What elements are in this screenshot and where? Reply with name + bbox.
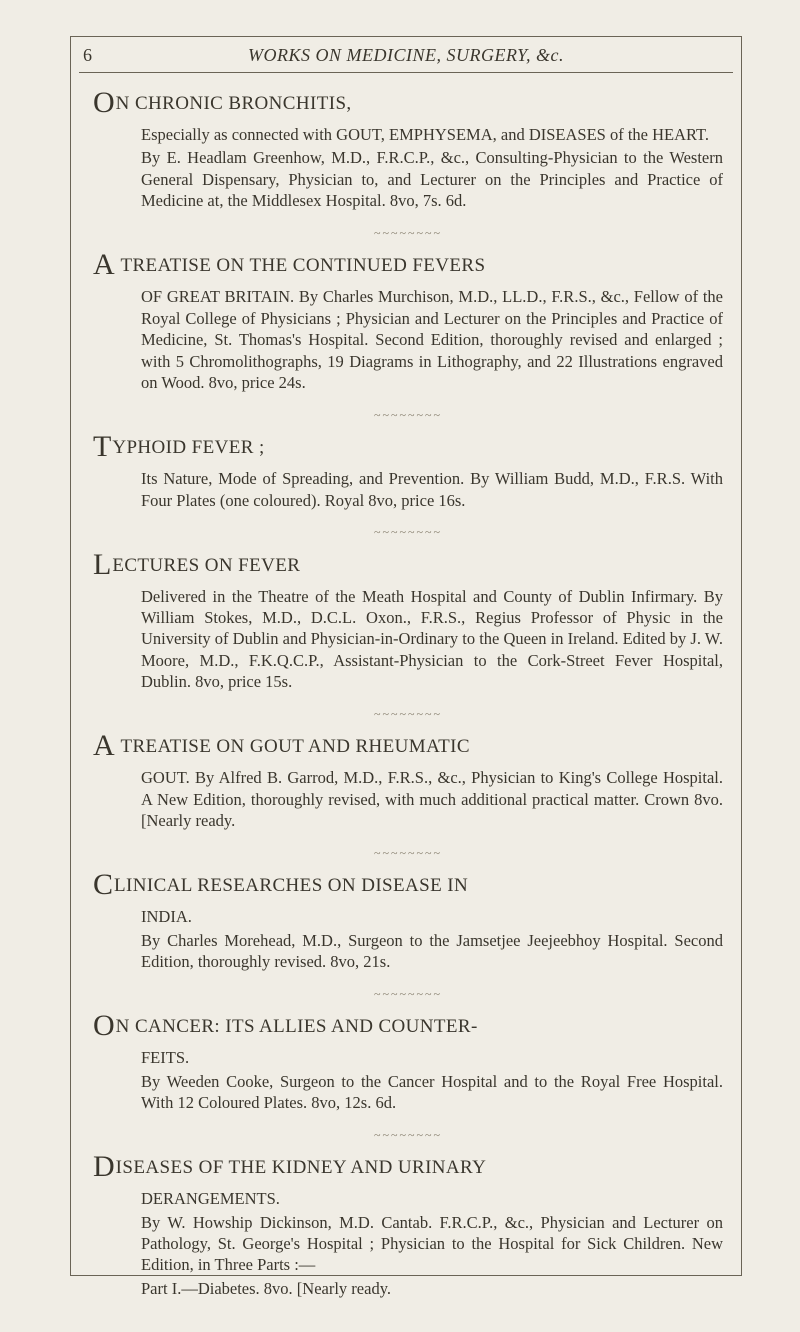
dropcap: C: [93, 868, 114, 901]
running-title: WORKS ON MEDICINE, SURGERY, &c.: [113, 45, 699, 66]
entry-body-line: By W. Howship Dickinson, M.D. Cantab. F.…: [141, 1212, 723, 1276]
dropcap: L: [93, 548, 112, 581]
entry-body-line: DERANGEMENTS.: [141, 1188, 723, 1209]
catalog-entry: ON CHRONIC BRONCHITIS,Especially as conn…: [93, 83, 723, 212]
entry-body-line: Especially as connected with GOUT, EMPHY…: [141, 124, 723, 145]
entry-heading: DISEASES OF THE KIDNEY AND URINARY: [125, 1147, 723, 1186]
entry-heading: ON CHRONIC BRONCHITIS,: [125, 83, 723, 122]
entry-body-line: INDIA.: [141, 906, 723, 927]
entry-body-line: GOUT. By Alfred B. Garrod, M.D., F.R.S.,…: [141, 767, 723, 831]
entry-title: N CHRONIC BRONCHITIS,: [116, 93, 352, 114]
page-frame: 6 WORKS ON MEDICINE, SURGERY, &c. ON CHR…: [70, 36, 742, 1276]
header-rule: [79, 72, 733, 73]
entry-separator: ~~~~~~~~: [93, 226, 723, 242]
dropcap: A: [93, 729, 116, 762]
entry-heading: A TREATISE ON GOUT AND RHEUMATIC: [125, 726, 723, 765]
entry-separator: ~~~~~~~~: [93, 408, 723, 424]
catalog-entry: LECTURES ON FEVERDelivered in the Theatr…: [93, 545, 723, 693]
dropcap: T: [93, 430, 112, 463]
catalog-entry: DISEASES OF THE KIDNEY AND URINARYDERANG…: [93, 1147, 723, 1299]
entry-separator: ~~~~~~~~: [93, 846, 723, 862]
dropcap: A: [93, 248, 116, 281]
entry-title: LINICAL RESEARCHES ON DISEASE IN: [114, 875, 468, 896]
entry-title: ISEASES OF THE KIDNEY AND URINARY: [116, 1157, 487, 1178]
entry-title: TREATISE ON THE CONTINUED FEVERS: [116, 255, 486, 276]
entry-body-line: By E. Headlam Greenhow, M.D., F.R.C.P., …: [141, 147, 723, 211]
entry-body-line: Its Nature, Mode of Spreading, and Preve…: [141, 468, 723, 511]
dropcap: O: [93, 86, 116, 119]
catalog-entry: ON CANCER: ITS ALLIES AND COUNTER-FEITS.…: [93, 1006, 723, 1113]
entry-separator: ~~~~~~~~: [93, 525, 723, 541]
entry-heading: LECTURES ON FEVER: [125, 545, 723, 584]
dropcap: D: [93, 1150, 116, 1183]
entry-body-line: By Charles Morehead, M.D., Surgeon to th…: [141, 930, 723, 973]
page: 6 WORKS ON MEDICINE, SURGERY, &c. ON CHR…: [0, 0, 800, 1332]
entry-body-line: By Weeden Cooke, Surgeon to the Cancer H…: [141, 1071, 723, 1114]
entry-separator: ~~~~~~~~: [93, 987, 723, 1003]
entry-heading: TYPHOID FEVER ;: [125, 427, 723, 466]
entry-separator: ~~~~~~~~: [93, 1128, 723, 1144]
entry-heading: CLINICAL RESEARCHES ON DISEASE IN: [125, 865, 723, 904]
entry-title: N CANCER: ITS ALLIES AND COUNTER-: [116, 1016, 478, 1037]
entry-body-line: FEITS.: [141, 1047, 723, 1068]
entry-separator: ~~~~~~~~: [93, 707, 723, 723]
entry-heading: ON CANCER: ITS ALLIES AND COUNTER-: [125, 1006, 723, 1045]
entry-title: ECTURES ON FEVER: [112, 555, 300, 576]
catalog-entry: CLINICAL RESEARCHES ON DISEASE ININDIA.B…: [93, 865, 723, 972]
running-head: 6 WORKS ON MEDICINE, SURGERY, &c.: [75, 41, 737, 72]
page-number: 6: [83, 45, 113, 66]
catalog-entry: TYPHOID FEVER ;Its Nature, Mode of Sprea…: [93, 427, 723, 511]
entry-body-line: Part I.—Diabetes. 8vo. [Nearly ready.: [141, 1278, 723, 1299]
dropcap: O: [93, 1009, 116, 1042]
catalog-entry: A TREATISE ON THE CONTINUED FEVERSOF GRE…: [93, 245, 723, 393]
entry-title: TREATISE ON GOUT AND RHEUMATIC: [116, 736, 470, 757]
entry-heading: A TREATISE ON THE CONTINUED FEVERS: [125, 245, 723, 284]
entry-title: YPHOID FEVER ;: [112, 437, 264, 458]
entry-body-line: OF GREAT BRITAIN. By Charles Murchison, …: [141, 286, 723, 393]
catalog-entry: A TREATISE ON GOUT AND RHEUMATICGOUT. By…: [93, 726, 723, 831]
page-content: ON CHRONIC BRONCHITIS,Especially as conn…: [75, 83, 737, 1299]
entry-body-line: Delivered in the Theatre of the Meath Ho…: [141, 586, 723, 693]
